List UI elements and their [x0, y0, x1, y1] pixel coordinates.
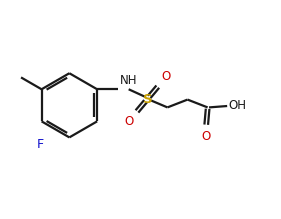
- Text: F: F: [37, 138, 44, 151]
- Text: O: O: [201, 130, 211, 143]
- Text: NH: NH: [119, 74, 137, 87]
- Text: O: O: [124, 115, 134, 128]
- Text: O: O: [161, 70, 170, 83]
- Text: S: S: [142, 93, 152, 106]
- Text: OH: OH: [228, 99, 246, 112]
